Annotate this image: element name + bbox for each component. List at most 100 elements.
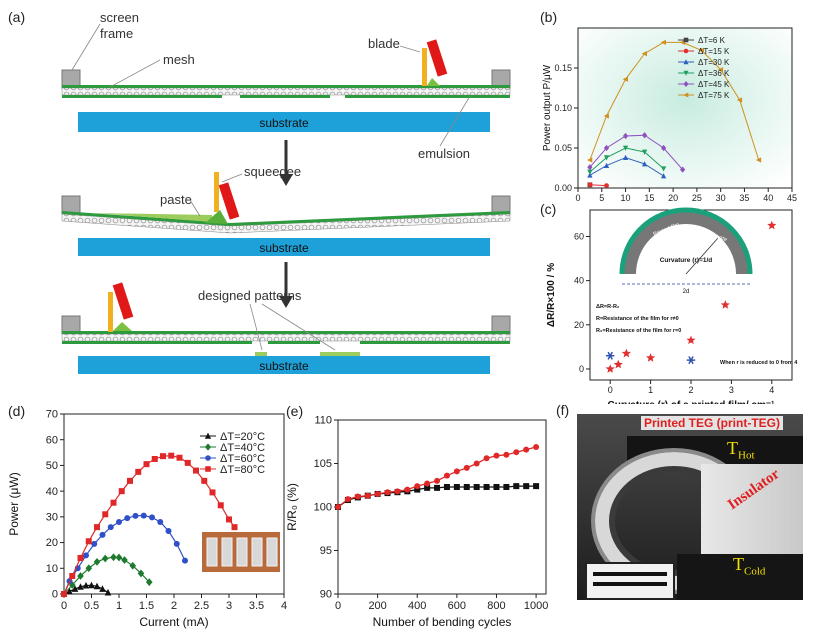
emulsion-top: [62, 85, 510, 88]
data-point: [767, 220, 777, 230]
data-point: [209, 489, 216, 496]
data-point: [660, 39, 666, 46]
y-tick-label: 20: [46, 537, 58, 549]
x-tick-label: 3: [226, 600, 232, 612]
data-point: [85, 564, 93, 573]
series-0: [605, 220, 777, 373]
legend-label: ΔT=6 K: [698, 36, 726, 45]
legend-entry: ΔT=20°C: [200, 431, 265, 443]
legend-label: ΔT=75 K: [698, 91, 730, 100]
y-tick-label: 30: [46, 512, 58, 524]
data-point: [720, 300, 730, 309]
x-tick-label: 20: [668, 193, 678, 203]
data-point: [587, 164, 593, 171]
series-3: [61, 452, 238, 597]
y-tick-label: 50: [46, 460, 58, 472]
data-point: [434, 484, 441, 491]
series-line: [63, 455, 235, 595]
data-point: [116, 519, 122, 525]
photo-title: Printed TEG (print-TEG): [641, 416, 783, 430]
data-point: [140, 512, 147, 519]
data-point: [129, 561, 137, 570]
squeegee-holder: [214, 172, 219, 212]
chart-d: (d)0 0.5 1 1.5 2 2.5 3 3.5 4010203040506070Curre…: [7, 403, 287, 629]
data-point: [118, 488, 125, 495]
data-point: [61, 591, 67, 597]
data-point: [424, 480, 431, 487]
legend-entry: ΔT=15 K: [678, 47, 730, 56]
emulsion-bottom-left: [62, 95, 222, 98]
legend-label: ΔT=40°C: [220, 442, 265, 454]
legend-label: ΔT=20°C: [220, 431, 265, 443]
legend-label: ΔT=60°C: [220, 453, 265, 465]
chart-c: (c)012340204060Curvature (r) of a printe…: [540, 201, 798, 404]
y-tick-label: 0.15: [554, 63, 572, 73]
data-point: [660, 173, 667, 179]
data-point: [85, 538, 92, 545]
series-1: [606, 351, 696, 365]
y-tick-label: 110: [314, 415, 332, 427]
x-axis-label: Curvature (r) of a printed film/ cm⁻¹: [608, 400, 776, 404]
data-point: [604, 183, 609, 189]
data-point: [88, 581, 95, 589]
frame-label: frame: [100, 26, 133, 41]
series-2: [587, 154, 667, 179]
series-4: [587, 132, 686, 173]
y-tick-label: 20: [574, 320, 584, 330]
printed-pattern-2: [320, 352, 360, 356]
y-tick-label: 95: [320, 545, 332, 557]
series-2: [61, 512, 188, 597]
paste-label: paste: [160, 192, 192, 207]
data-point: [503, 451, 510, 458]
photo-legs: [585, 562, 675, 600]
data-point: [121, 556, 128, 564]
legend-entry: ΔT=60°C: [200, 453, 265, 465]
data-point: [533, 483, 540, 490]
photo-bottom-block: [677, 554, 803, 600]
y-tick-label: 0.00: [554, 183, 572, 193]
substrate-3: [78, 356, 490, 374]
data-point: [755, 157, 762, 163]
y-tick-label: 0.10: [554, 103, 572, 113]
data-point: [622, 132, 629, 140]
data-point: [660, 144, 667, 152]
data-point: [622, 145, 629, 151]
data-point: [453, 468, 460, 475]
legend-label: ΔT=36 K: [698, 69, 730, 78]
y-tick-label: 90: [320, 589, 332, 601]
paste: [95, 213, 212, 222]
data-point: [622, 154, 629, 160]
x-tick-label: 3.5: [249, 600, 264, 612]
legend-entry: ΔT=45 K: [678, 80, 730, 89]
legend-entry: ΔT=75 K: [678, 91, 730, 100]
data-point: [503, 483, 510, 490]
x-tick-label: 1000: [524, 600, 548, 612]
data-point: [374, 490, 381, 497]
legend-label: ΔT=30 K: [698, 58, 730, 67]
data-point: [115, 553, 123, 562]
plot-frame: [337, 419, 547, 595]
data-point: [104, 588, 112, 596]
data-point: [473, 483, 480, 490]
data-point: [91, 540, 98, 547]
x-tick-label: 4: [769, 385, 774, 395]
legend-label: ΔT=45 K: [698, 80, 730, 89]
x-tick-label: 3: [729, 385, 734, 395]
data-point: [69, 573, 76, 579]
svg-text:substrate: substrate: [259, 241, 309, 255]
printed-pattern-1: [255, 352, 267, 356]
data-point: [736, 97, 743, 103]
data-point: [587, 182, 593, 188]
data-point: [698, 47, 705, 54]
data-point: [686, 356, 696, 365]
panel-a-diagram: (a) substrate screen frame mesh blade em…: [8, 9, 511, 374]
photo-insulator: [701, 464, 803, 556]
data-point: [99, 585, 106, 592]
x-tick-label: 800: [487, 600, 505, 612]
data-point: [434, 477, 441, 484]
emulsion-label: emulsion: [418, 146, 470, 161]
data-point: [165, 528, 172, 534]
data-point: [145, 578, 153, 587]
data-point: [71, 585, 79, 592]
x-tick-label: 1: [648, 385, 653, 395]
